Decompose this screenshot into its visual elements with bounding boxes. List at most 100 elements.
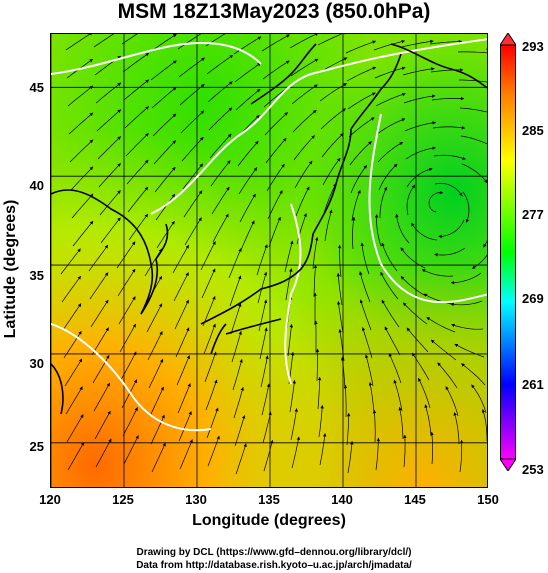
streamline [176, 355, 190, 386]
streamline [180, 110, 205, 134]
streamline [200, 241, 216, 271]
streamline [405, 146, 436, 160]
streamline [235, 88, 261, 111]
streamline [210, 160, 231, 187]
streamline [60, 248, 81, 275]
streamline [266, 163, 285, 192]
streamline [289, 379, 296, 413]
streamline [360, 242, 370, 275]
streamline [324, 209, 333, 242]
streamline [486, 77, 487, 78]
streamline [380, 271, 399, 300]
streamline [259, 327, 268, 360]
streamline [284, 240, 294, 273]
streamline [290, 58, 319, 77]
streamline [238, 167, 258, 195]
streamline [179, 439, 193, 470]
streamline [312, 236, 319, 270]
streamline [94, 410, 111, 440]
streamline [67, 441, 85, 471]
streamline [151, 86, 177, 109]
streamline [150, 60, 177, 81]
streamline [404, 121, 437, 132]
y-axis-label: Latitude (degrees) [2, 199, 19, 339]
streamline [126, 159, 149, 185]
streamline [127, 186, 149, 213]
streamline [373, 39, 406, 51]
streamline [264, 112, 288, 136]
streamline [234, 62, 261, 83]
streamline [118, 296, 136, 325]
streamline [203, 323, 216, 355]
streamline [336, 301, 344, 334]
streamline [177, 34, 205, 50]
streamline [450, 300, 483, 307]
streamline [234, 415, 246, 447]
streamline [378, 163, 398, 191]
streamline [319, 83, 347, 102]
streamline [336, 272, 343, 306]
streamline [340, 356, 346, 390]
streamline [125, 132, 149, 157]
streamline [206, 54, 234, 75]
x-tick-label: 135 [258, 492, 280, 507]
streamline [147, 331, 163, 361]
streamline [201, 268, 216, 299]
streamline [177, 383, 191, 414]
streamline [206, 407, 219, 439]
streamline [152, 113, 177, 137]
streamline [240, 220, 255, 251]
streamline [93, 34, 115, 48]
streamline [88, 244, 109, 272]
streamline [61, 275, 81, 303]
streamline [175, 327, 190, 358]
streamline [338, 328, 345, 362]
streamline [315, 348, 320, 382]
streamline [411, 222, 438, 241]
streamline [320, 108, 346, 130]
streamline [184, 217, 202, 246]
streamline [295, 186, 310, 217]
streamline [471, 384, 487, 414]
streamline [123, 79, 150, 101]
streamline [117, 268, 136, 297]
streamline [233, 386, 244, 419]
streamline [403, 434, 407, 468]
streamline [296, 213, 307, 245]
streamline [483, 240, 487, 248]
streamline [100, 217, 121, 244]
streamline [438, 219, 465, 239]
streamline [154, 166, 176, 193]
streamline [375, 437, 381, 471]
streamline [95, 82, 122, 104]
streamline [293, 135, 315, 161]
streamline [181, 136, 204, 162]
streamline [400, 247, 426, 269]
streamline [230, 303, 242, 335]
streamline [122, 52, 150, 73]
streamline [346, 66, 377, 82]
x-tick-label: 150 [477, 492, 499, 507]
streamline [313, 264, 318, 298]
streamline [424, 404, 432, 437]
streamline [99, 190, 121, 216]
streamline [292, 109, 317, 133]
streamline [402, 302, 428, 325]
y-tick-label: 40 [29, 178, 44, 193]
streamline [345, 40, 377, 54]
streamline [481, 409, 487, 441]
streamline [65, 386, 83, 415]
streamline [393, 379, 403, 412]
streamline [204, 351, 217, 383]
temperature-contours [51, 38, 487, 432]
streamline [183, 190, 203, 218]
streamline [155, 193, 176, 221]
streamline [346, 412, 351, 446]
streamline [263, 439, 274, 472]
streamline [430, 68, 464, 73]
streamline [445, 386, 459, 417]
streamline [374, 66, 406, 79]
streamline [429, 39, 463, 45]
map-plot-area [50, 33, 488, 488]
streamline [287, 323, 294, 357]
